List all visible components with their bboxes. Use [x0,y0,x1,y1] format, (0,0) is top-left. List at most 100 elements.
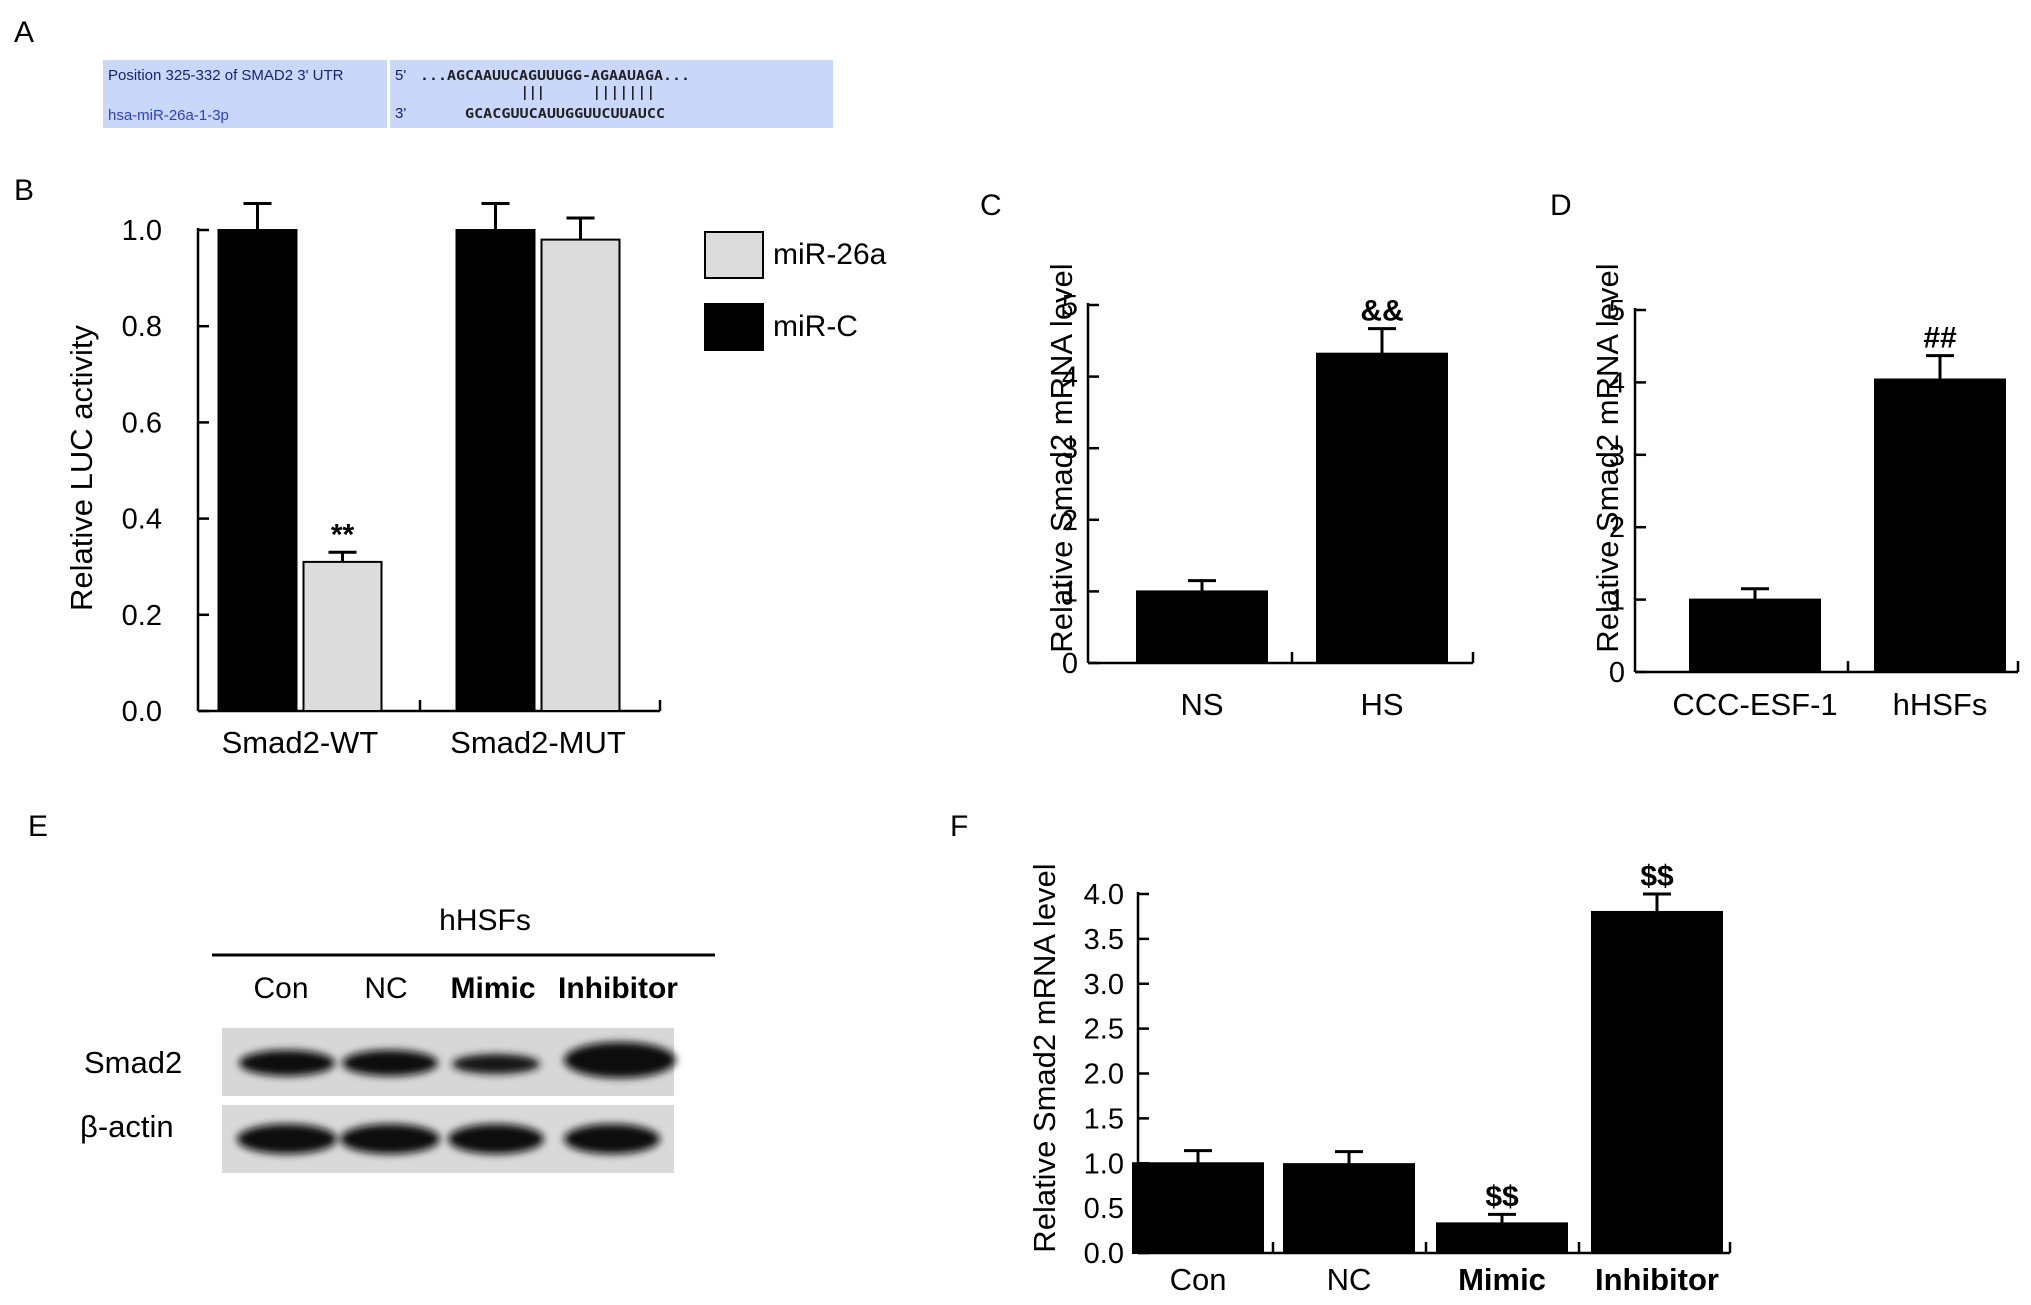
blot-band [564,1124,660,1154]
bar [1136,590,1268,665]
pair-line [524,86,526,100]
y-tick-label: 2 [1062,505,1078,537]
bar [455,229,536,712]
y-tick-label: 4 [1609,367,1625,399]
legend-label: miR-26a [773,238,887,271]
y-tick-label: 0.8 [122,311,162,343]
y-tick-label: 0.5 [1084,1193,1124,1225]
blot-band [452,1054,540,1074]
y-axis-label: Relative Smad2 mRNA level [1044,263,1079,652]
prime5-label: 5' [395,67,406,84]
bar [217,229,298,712]
pair-line [596,86,598,100]
pair-line [614,86,616,100]
target-sequence: ...AGCAAUUCAGUUUGG-AGAAUAGA... [420,69,690,84]
base-pairing-lines [524,86,652,100]
bar [1874,378,2006,673]
x-category-label: CCC-ESF-1 [1672,687,1837,722]
significance-label: $$ [1640,860,1674,893]
legend-swatch [704,303,764,351]
y-tick-label: 3.5 [1084,924,1124,956]
x-category-label: Mimic [1458,1262,1546,1297]
panel-letter-c: C [980,189,1002,222]
x-category-label: Smad2-WT [222,725,379,760]
y-tick-label: 3.0 [1084,969,1124,1001]
blot-lane-label: Con [253,972,308,1005]
bar [540,238,621,712]
pair-line [532,86,534,100]
mirna-name-label: hsa-miR-26a-1-3p [108,107,229,124]
y-tick-label: 4.0 [1084,879,1124,911]
mirna-sequence: GCACGUUCAUUGGUUCUUAUCC [465,107,665,122]
y-tick-label: 1.5 [1084,1103,1124,1135]
panel-letter-d: D [1550,189,1572,222]
y-tick-label: 1.0 [1084,1148,1124,1180]
y-tick-label: 3 [1609,440,1625,472]
utr-position-label: Position 325-332 of SMAD2 3' UTR [108,67,344,84]
x-category-label: hHSFs [1893,687,1988,722]
chart-f-treatments: 0.0 0.5 1.0 1.5 2.0 2.5 3.0 3.5 4.0 Relative Smad… [1027,860,1732,1297]
bar [1316,352,1448,664]
pair-line [641,86,643,100]
pair-line [650,86,652,100]
bar [1132,1162,1264,1254]
y-tick-label: 3 [1062,433,1078,465]
panel-letter-f: F [950,810,968,843]
y-tick-label: 0.6 [122,407,162,439]
blot-band [340,1124,440,1154]
y-axis-label: Relative Smad2 mRNA level [1027,863,1062,1252]
blot-band [237,1124,337,1154]
x-category-label: NC [1327,1262,1372,1297]
y-tick-label: 0.4 [122,504,162,536]
x-category-label: Con [1170,1262,1227,1297]
y-tick-label: 0.0 [1084,1238,1124,1270]
x-category-label: Inhibitor [1595,1262,1719,1297]
bar [1436,1222,1568,1254]
y-tick-label: 1 [1062,576,1078,608]
x-category-label: HS [1360,687,1403,722]
y-tick-label: 0 [1609,657,1625,689]
pair-line [540,86,542,100]
bar [1283,1163,1415,1254]
bar [1591,910,1723,1254]
y-tick-label: 5 [1609,295,1625,327]
x-category-label: NS [1180,687,1223,722]
blot-band [342,1050,438,1076]
blot-lane-label: Inhibitor [558,972,678,1005]
panel-letter-b: B [14,174,34,207]
pair-line [623,86,625,100]
x-category-label: Smad2-MUT [450,725,626,760]
legend-swatch [704,231,764,279]
y-tick-label: 5 [1062,290,1078,322]
utr-box-background [103,60,833,128]
blot-lane-label: NC [364,972,407,1005]
y-tick-label: 0.0 [122,696,162,728]
y-tick-label: 1.0 [122,215,162,247]
blot-lane-label: Mimic [450,972,535,1005]
significance-label: ** [331,518,355,551]
panel-letter-a: A [14,16,34,49]
blot-row-label-smad2: Smad2 [84,1045,182,1080]
utr-alignment-box: Position 325-332 of SMAD2 3' UTR hsa-miR… [103,60,833,128]
utr-box-divider [387,60,390,128]
y-tick-label: 2 [1609,512,1625,544]
y-axis-label: Relative Smad2 mRNA level [1590,263,1625,652]
legend-label: miR-C [773,310,858,343]
blot-band [564,1042,676,1078]
chart-b-luciferase: 0.0 0.2 0.4 0.6 0.8 1.0 Relative LUC activity S… [64,202,887,760]
y-tick-label: 4 [1062,362,1078,394]
y-tick-label: 1 [1609,585,1625,617]
significance-label: && [1360,295,1403,328]
y-tick-label: 2.0 [1084,1059,1124,1091]
blot-band [448,1124,544,1154]
bar [1689,598,1821,673]
bar [302,560,383,713]
pair-line [632,86,634,100]
blot-group-label: hHSFs [439,904,531,937]
y-tick-label: 2.5 [1084,1014,1124,1046]
blot-band [239,1050,335,1076]
significance-label: $$ [1485,1180,1519,1213]
